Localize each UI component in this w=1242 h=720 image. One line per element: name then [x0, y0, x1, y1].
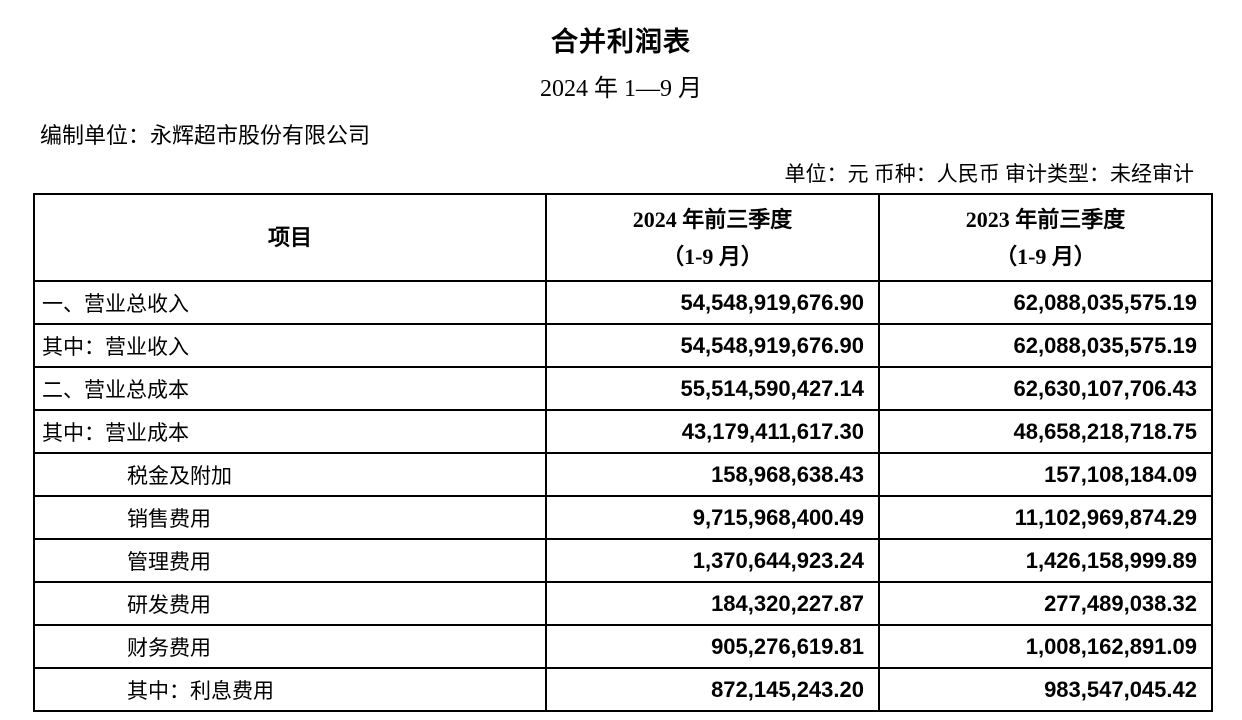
income-statement-table: 项目 2024 年前三季度 （1-9 月） 2023 年前三季度 （1-9 月）… — [33, 193, 1213, 712]
row-item-label: 税金及附加 — [33, 452, 547, 497]
row-value-2023: 157,108,184.09 — [878, 452, 1213, 497]
column-header-2024: 2024 年前三季度 （1-9 月） — [545, 193, 880, 282]
row-value-2023: 62,088,035,575.19 — [878, 323, 1213, 368]
document-title: 合并利润表 — [551, 27, 691, 57]
column-header-2023: 2023 年前三季度 （1-9 月） — [878, 193, 1213, 282]
column-header-2023-line2: （1-9 月） — [995, 243, 1096, 269]
column-header-2023-line1: 2023 年前三季度 — [965, 206, 1126, 232]
row-item-label: 其中：利息费用 — [33, 667, 547, 712]
column-header-item: 项目 — [33, 193, 547, 282]
table-row: 管理费用 1,370,644,923.24 1,426,158,999.89 — [33, 538, 1213, 583]
row-item-label: 管理费用 — [33, 538, 547, 583]
document-period: 2024 年 1—9 月 — [540, 76, 702, 102]
table-row: 财务费用 905,276,619.81 1,008,162,891.09 — [33, 624, 1213, 669]
unit-currency-audit-line: 单位：元 币种：人民币 审计类型：未经审计 — [784, 162, 1195, 186]
row-value-2024: 872,145,243.20 — [545, 667, 880, 712]
table-row: 其中：利息费用 872,145,243.20 983,547,045.42 — [33, 667, 1213, 712]
row-value-2024: 905,276,619.81 — [545, 624, 880, 669]
row-value-2023: 11,102,969,874.29 — [878, 495, 1213, 540]
row-value-2023: 48,658,218,718.75 — [878, 409, 1213, 454]
row-value-2023: 62,088,035,575.19 — [878, 280, 1213, 325]
row-item-label: 其中：营业成本 — [33, 409, 547, 454]
table-body: 一、营业总收入 54,548,919,676.90 62,088,035,575.1… — [33, 280, 1213, 712]
row-value-2023: 277,489,038.32 — [878, 581, 1213, 626]
row-value-2024: 158,968,638.43 — [545, 452, 880, 497]
row-value-2023: 983,547,045.42 — [878, 667, 1213, 712]
row-value-2023: 62,630,107,706.43 — [878, 366, 1213, 411]
table-row: 一、营业总收入 54,548,919,676.90 62,088,035,575.1… — [33, 280, 1213, 325]
row-item-label: 一、营业总收入 — [33, 280, 547, 325]
row-value-2024: 9,715,968,400.49 — [545, 495, 880, 540]
table-header-row: 项目 2024 年前三季度 （1-9 月） 2023 年前三季度 （1-9 月） — [33, 193, 1213, 282]
row-value-2024: 55,514,590,427.14 — [545, 366, 880, 411]
table-row: 其中：营业收入 54,548,919,676.90 62,088,035,575.1… — [33, 323, 1213, 368]
row-item-label: 销售费用 — [33, 495, 547, 540]
table-row: 研发费用 184,320,227.87 277,489,038.32 — [33, 581, 1213, 626]
table-row: 其中：营业成本 43,179,411,617.30 48,658,218,718.7… — [33, 409, 1213, 454]
row-item-label: 其中：营业收入 — [33, 323, 547, 368]
row-value-2024: 1,370,644,923.24 — [545, 538, 880, 583]
row-value-2023: 1,426,158,999.89 — [878, 538, 1213, 583]
prepared-by-line: 编制单位：永辉超市股份有限公司 — [40, 123, 371, 148]
table-row: 销售费用 9,715,968,400.49 11,102,969,874.29 — [33, 495, 1213, 540]
row-value-2023: 1,008,162,891.09 — [878, 624, 1213, 669]
row-item-label: 研发费用 — [33, 581, 547, 626]
column-header-item-label: 项目 — [267, 225, 312, 250]
column-header-2024-line1: 2024 年前三季度 — [632, 206, 793, 232]
row-value-2024: 43,179,411,617.30 — [545, 409, 880, 454]
row-value-2024: 184,320,227.87 — [545, 581, 880, 626]
row-value-2024: 54,548,919,676.90 — [545, 323, 880, 368]
column-header-2024-line2: （1-9 月） — [662, 243, 763, 269]
table-row: 二、营业总成本 55,514,590,427.14 62,630,107,706.4… — [33, 366, 1213, 411]
row-item-label: 二、营业总成本 — [33, 366, 547, 411]
row-value-2024: 54,548,919,676.90 — [545, 280, 880, 325]
row-item-label: 财务费用 — [33, 624, 547, 669]
table-row: 税金及附加 158,968,638.43 157,108,184.09 — [33, 452, 1213, 497]
